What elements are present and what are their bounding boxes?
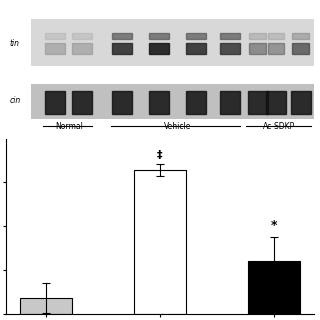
Text: tin: tin (10, 39, 20, 48)
Text: *: * (271, 219, 277, 232)
Bar (268, 33, 284, 39)
Bar (186, 91, 206, 114)
Bar (186, 43, 206, 54)
Bar (112, 91, 132, 114)
Text: ‡: ‡ (157, 150, 163, 160)
Bar (220, 91, 240, 114)
Bar (134, 170, 186, 314)
Text: Normal: Normal (55, 122, 83, 131)
Bar (220, 43, 240, 54)
Bar (149, 43, 169, 54)
Text: Vehicle: Vehicle (164, 122, 191, 131)
Bar (249, 33, 266, 39)
Text: cin: cin (10, 96, 21, 105)
Bar (266, 91, 286, 114)
Bar (186, 33, 206, 39)
Bar (112, 33, 132, 39)
FancyBboxPatch shape (31, 19, 314, 66)
Bar (149, 91, 169, 114)
Bar (248, 91, 268, 114)
Bar (72, 91, 92, 114)
Bar (149, 33, 169, 39)
Bar (248, 261, 300, 314)
FancyBboxPatch shape (31, 84, 314, 119)
Bar (72, 43, 92, 54)
Bar (45, 43, 65, 54)
Bar (20, 298, 72, 314)
Bar (72, 33, 92, 39)
Text: Ac-SDKP: Ac-SDKP (263, 122, 295, 131)
Bar (220, 33, 240, 39)
Bar (268, 43, 284, 54)
Bar (291, 91, 310, 114)
Bar (292, 33, 309, 39)
Bar (45, 33, 65, 39)
Bar (292, 43, 309, 54)
Bar (249, 43, 266, 54)
Bar (112, 43, 132, 54)
Bar (45, 91, 65, 114)
